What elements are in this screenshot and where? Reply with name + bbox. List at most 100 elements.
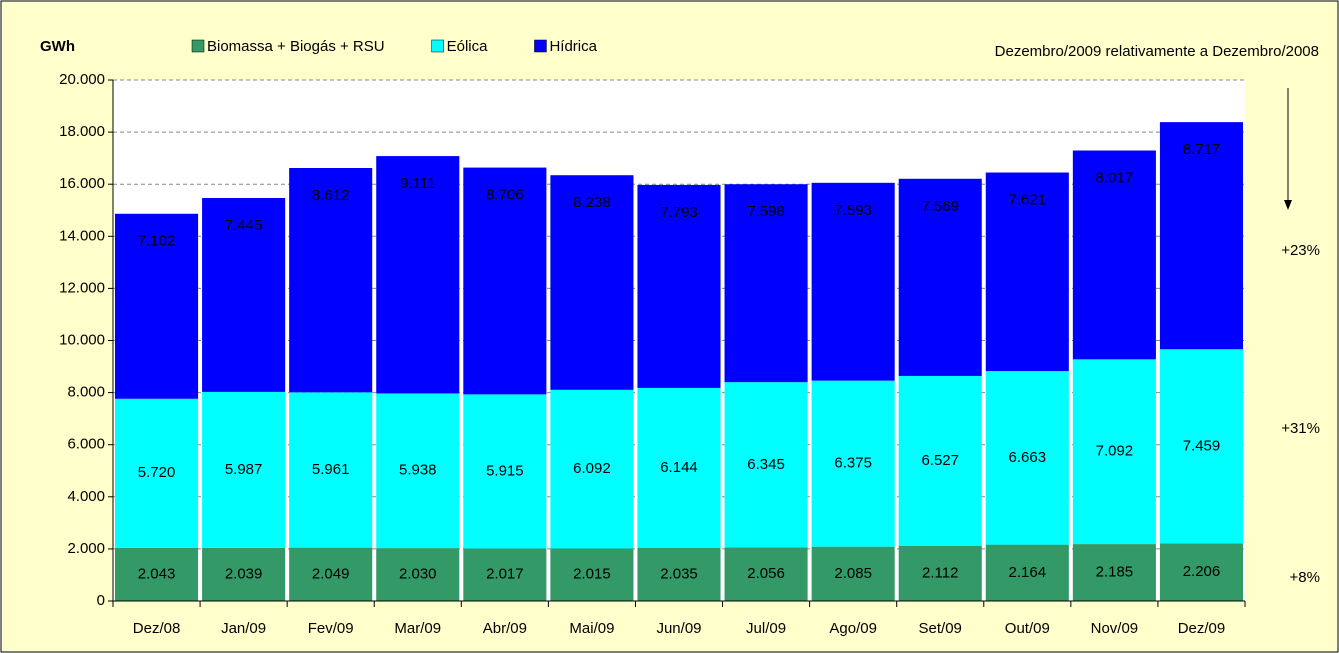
value-label: 7.569 bbox=[921, 198, 959, 215]
annotation: +23% bbox=[1281, 242, 1320, 259]
y-axis-label: GWh bbox=[40, 38, 75, 55]
x-tick-label: Jun/09 bbox=[656, 620, 701, 637]
value-label: 2.112 bbox=[922, 564, 958, 581]
annotation: +31% bbox=[1281, 420, 1320, 437]
value-label: 2.015 bbox=[573, 566, 611, 583]
value-label: 5.961 bbox=[312, 461, 350, 478]
value-label: 5.720 bbox=[138, 464, 176, 481]
value-label: 2.164 bbox=[1009, 564, 1047, 581]
value-label: 2.056 bbox=[747, 565, 785, 582]
value-label: 2.030 bbox=[399, 566, 437, 583]
bar-segment bbox=[1159, 543, 1243, 601]
value-label: 2.035 bbox=[660, 565, 698, 582]
bar-segment bbox=[637, 387, 721, 548]
bar-segment bbox=[811, 546, 895, 601]
x-tick-label: Set/09 bbox=[919, 620, 962, 637]
x-tick-label: Jan/09 bbox=[221, 620, 266, 637]
x-tick-label: Dez/08 bbox=[133, 620, 181, 637]
x-tick-label: Dez/09 bbox=[1178, 620, 1226, 637]
value-label: 2.039 bbox=[225, 565, 263, 582]
value-label: 7.621 bbox=[1009, 191, 1047, 208]
x-tick-label: Out/09 bbox=[1005, 620, 1050, 637]
bar-segment bbox=[811, 380, 895, 547]
value-label: 6.375 bbox=[834, 455, 872, 472]
bar-segment bbox=[289, 547, 373, 601]
bar-segment bbox=[202, 391, 286, 548]
bar-segment bbox=[811, 182, 895, 381]
value-label: 6.527 bbox=[921, 452, 959, 469]
bar-segment bbox=[1159, 349, 1243, 544]
x-tick-label: Abr/09 bbox=[483, 620, 527, 637]
y-tick-label: 6.000 bbox=[67, 436, 105, 453]
value-label: 2.043 bbox=[138, 565, 176, 582]
legend-swatch bbox=[431, 39, 444, 53]
value-label: 7.102 bbox=[138, 233, 176, 250]
value-label: 2.017 bbox=[486, 566, 524, 583]
value-label: 7.598 bbox=[747, 203, 785, 220]
value-label: 7.793 bbox=[660, 204, 698, 221]
value-label: 6.663 bbox=[1009, 449, 1047, 466]
value-label: 6.144 bbox=[660, 459, 698, 476]
legend-label: Eólica bbox=[447, 38, 489, 55]
bar-segment bbox=[1072, 150, 1156, 360]
legend-swatch bbox=[534, 39, 547, 53]
bar-segment bbox=[289, 392, 373, 548]
value-label: 2.185 bbox=[1096, 564, 1134, 581]
bar-segment bbox=[550, 175, 634, 390]
y-tick-label: 8.000 bbox=[67, 384, 105, 401]
y-tick-label: 16.000 bbox=[59, 175, 105, 192]
y-tick-label: 12.000 bbox=[59, 279, 105, 296]
bar-segment bbox=[724, 184, 808, 383]
arrow-head bbox=[1284, 200, 1292, 210]
y-tick-label: 14.000 bbox=[59, 227, 105, 244]
x-tick-label: Jul/09 bbox=[746, 620, 786, 637]
bar-segment bbox=[202, 547, 286, 601]
value-label: 2.206 bbox=[1183, 563, 1221, 580]
x-tick-label: Fev/09 bbox=[308, 620, 354, 637]
value-label: 7.459 bbox=[1183, 437, 1221, 454]
bar-segment bbox=[898, 375, 982, 546]
value-label: 9.111 bbox=[400, 175, 435, 192]
bar-segment bbox=[1072, 359, 1156, 545]
value-label: 5.915 bbox=[486, 462, 524, 479]
bar-segment bbox=[985, 371, 1069, 545]
x-tick-label: Ago/09 bbox=[829, 620, 877, 637]
bar-segment bbox=[376, 393, 460, 549]
value-label: 8.017 bbox=[1096, 169, 1134, 186]
bar-segment bbox=[637, 547, 721, 601]
value-label: 5.938 bbox=[399, 462, 437, 479]
bar-segment bbox=[637, 184, 721, 388]
y-tick-label: 0 bbox=[97, 592, 105, 609]
bar-segment bbox=[724, 382, 808, 548]
bar-segment bbox=[550, 389, 634, 549]
bar-segment bbox=[898, 178, 982, 376]
value-label: 8.706 bbox=[486, 187, 524, 204]
bar-segment bbox=[376, 548, 460, 601]
annotation: Dezembro/2009 relativamente a Dezembro/2… bbox=[995, 43, 1319, 60]
value-label: 7.593 bbox=[834, 202, 872, 219]
bar-segment bbox=[550, 548, 634, 601]
value-label: 2.085 bbox=[834, 565, 872, 582]
bar-segment bbox=[985, 172, 1069, 372]
y-tick-label: 4.000 bbox=[67, 488, 105, 505]
legend-label: Biomassa + Biogás + RSU bbox=[207, 38, 385, 55]
y-tick-label: 10.000 bbox=[59, 331, 105, 348]
x-tick-label: Nov/09 bbox=[1091, 620, 1139, 637]
value-label: 6.345 bbox=[747, 456, 785, 473]
bar-segment bbox=[463, 394, 547, 549]
bar-segment bbox=[724, 547, 808, 601]
value-label: 7.445 bbox=[225, 217, 263, 234]
bar-segment bbox=[115, 213, 199, 399]
annotation: +8% bbox=[1290, 569, 1320, 586]
value-label: 8.717 bbox=[1183, 141, 1221, 158]
bar-segment bbox=[115, 547, 199, 601]
bar-segment bbox=[898, 545, 982, 601]
bar-segment bbox=[985, 544, 1069, 601]
bar-segment bbox=[376, 156, 460, 394]
value-label: 5.987 bbox=[225, 461, 263, 478]
bar-segment bbox=[1159, 122, 1243, 350]
y-tick-label: 2.000 bbox=[67, 540, 105, 557]
value-label: 2.049 bbox=[312, 565, 350, 582]
bar-segment bbox=[463, 167, 547, 395]
